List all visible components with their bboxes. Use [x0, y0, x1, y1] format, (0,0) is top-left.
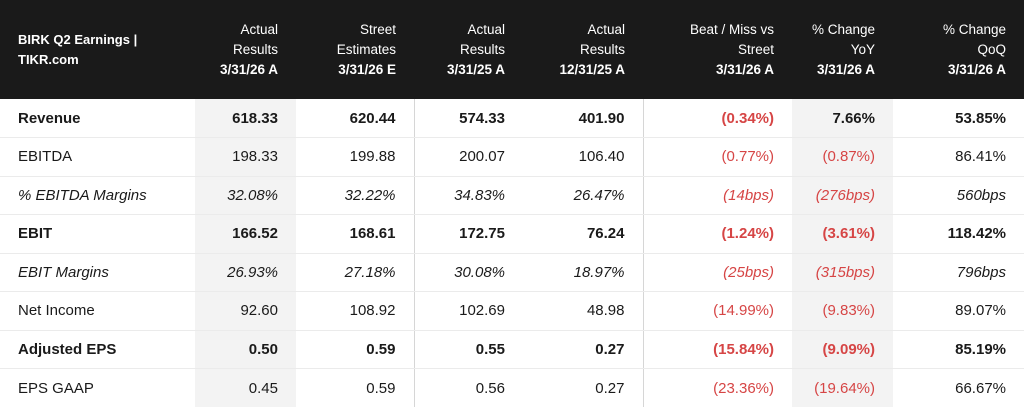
source-text: TIKR.com — [18, 51, 79, 67]
table-cell: 85.19% — [893, 329, 1024, 369]
row-label: Net Income — [0, 291, 195, 331]
table-cell: 166.52 — [195, 214, 296, 254]
col-header-beat-miss: Beat / Miss vs Street 3/31/26 A — [643, 0, 792, 99]
table-row-revenue: Revenue 618.33 620.44 574.33 401.90 (0.3… — [0, 99, 1024, 138]
row-label: Revenue — [0, 99, 195, 138]
title-text: BIRK Q2 Earnings | — [18, 31, 138, 47]
table-cell: 30.08% — [413, 253, 523, 292]
table-cell: 76.24 — [523, 214, 643, 254]
table-cell: (25bps) — [642, 253, 792, 292]
table-cell: 620.44 — [296, 99, 414, 138]
table-cell: 102.69 — [413, 291, 523, 331]
table-cell: 48.98 — [523, 291, 643, 331]
table-cell: 401.90 — [523, 99, 643, 138]
table-cell: 796bps — [893, 253, 1024, 292]
table-cell: 7.66% — [792, 99, 893, 138]
table-row-ebitda: EBITDA 198.33 199.88 200.07 106.40 (0.77… — [0, 137, 1024, 177]
table-cell: 172.75 — [413, 214, 523, 254]
table-row-ebitda-margins: % EBITDA Margins 32.08% 32.22% 34.83% 26… — [0, 176, 1024, 215]
table-cell: 34.83% — [413, 176, 523, 215]
row-label: % EBITDA Margins — [0, 176, 195, 215]
table-cell: (23.36%) — [642, 368, 792, 407]
col-header-change-yoy: % Change YoY 3/31/26 A — [792, 0, 893, 99]
table-row-eps-gaap: EPS GAAP 0.45 0.59 0.56 0.27 (23.36%) (1… — [0, 368, 1024, 407]
table-cell: 0.55 — [413, 329, 523, 369]
table-cell: 89.07% — [893, 291, 1024, 331]
table-cell: 200.07 — [413, 137, 523, 177]
table-cell: (0.77%) — [642, 137, 792, 177]
table-cell: 66.67% — [955, 379, 1006, 397]
row-label: EPS GAAP — [18, 379, 94, 397]
table-cell: 0.59 — [296, 329, 414, 369]
col-header-street-estimates: Street Estimates 3/31/26 E — [296, 0, 414, 99]
table-cell: (0.34%) — [642, 99, 792, 138]
table-cell: (19.64%) — [792, 368, 893, 407]
table-cell: (9.83%) — [792, 291, 893, 331]
col-header-actual-results: Actual Results 3/31/26 A — [195, 0, 296, 99]
table-cell: 32.08% — [195, 176, 296, 215]
table-cell: 108.92 — [296, 291, 414, 331]
table-cell: (3.61%) — [792, 214, 893, 254]
col-header-change-qoq: % Change QoQ 3/31/26 A — [893, 0, 1024, 99]
table-row-ebit-margins: EBIT Margins 26.93% 27.18% 30.08% 18.97%… — [0, 253, 1024, 292]
table-cell: 86.41% — [893, 137, 1024, 177]
table-cell: 574.33 — [413, 99, 523, 138]
table-cell: 26.47% — [523, 176, 643, 215]
table-cell: (9.09%) — [792, 329, 893, 369]
table-cell: (14bps) — [642, 176, 792, 215]
table-cell: 0.59 — [366, 379, 396, 397]
table-cell: 0.27 — [523, 329, 643, 369]
table-cell: 199.88 — [296, 137, 414, 177]
table-cell: 18.97% — [523, 253, 643, 292]
header-row: BIRK Q2 Earnings | TIKR.com Actual Resul… — [0, 0, 1024, 99]
table-cell: 26.93% — [195, 253, 296, 292]
table-cell: 168.61 — [296, 214, 414, 254]
table-cell: 198.33 — [195, 137, 296, 177]
row-label: EBIT — [0, 214, 195, 254]
row-label: EBITDA — [0, 137, 195, 177]
table-cell: (276bps) — [792, 176, 893, 215]
col-header-prior-quarter-results: Actual Results 12/31/25 A — [523, 0, 643, 99]
table-cell: 53.85% — [893, 99, 1024, 138]
table-cell: 27.18% — [296, 253, 414, 292]
row-label: EBIT Margins — [0, 253, 195, 292]
col-header-prior-year-results: Actual Results 3/31/25 A — [414, 0, 523, 99]
table-cell: 0.45 — [195, 368, 296, 407]
table-cell: 0.56 — [413, 368, 523, 407]
table-cell: 106.40 — [523, 137, 643, 177]
table-row-adjusted-eps: Adjusted EPS 0.50 0.59 0.55 0.27 (15.84%… — [0, 329, 1024, 369]
table-cell: (1.24%) — [642, 214, 792, 254]
table-row-ebit: EBIT 166.52 168.61 172.75 76.24 (1.24%) … — [0, 214, 1024, 254]
table-cell: (315bps) — [792, 253, 893, 292]
table-cell: (0.87%) — [792, 137, 893, 177]
table-cell: (14.99%) — [642, 291, 792, 331]
table-title: BIRK Q2 Earnings | TIKR.com — [0, 0, 195, 99]
table-cell: 32.22% — [296, 176, 414, 215]
table-cell: (15.84%) — [642, 329, 792, 369]
table-cell: 92.60 — [195, 291, 296, 331]
table-cell: 118.42% — [893, 214, 1024, 254]
table-cell: 0.27 — [595, 379, 625, 397]
table-cell: 0.50 — [195, 329, 296, 369]
table-cell: 618.33 — [195, 99, 296, 138]
row-label: Adjusted EPS — [0, 329, 195, 369]
table-cell: 560bps — [893, 176, 1024, 215]
table-row-net-income: Net Income 92.60 108.92 102.69 48.98 (14… — [0, 291, 1024, 331]
